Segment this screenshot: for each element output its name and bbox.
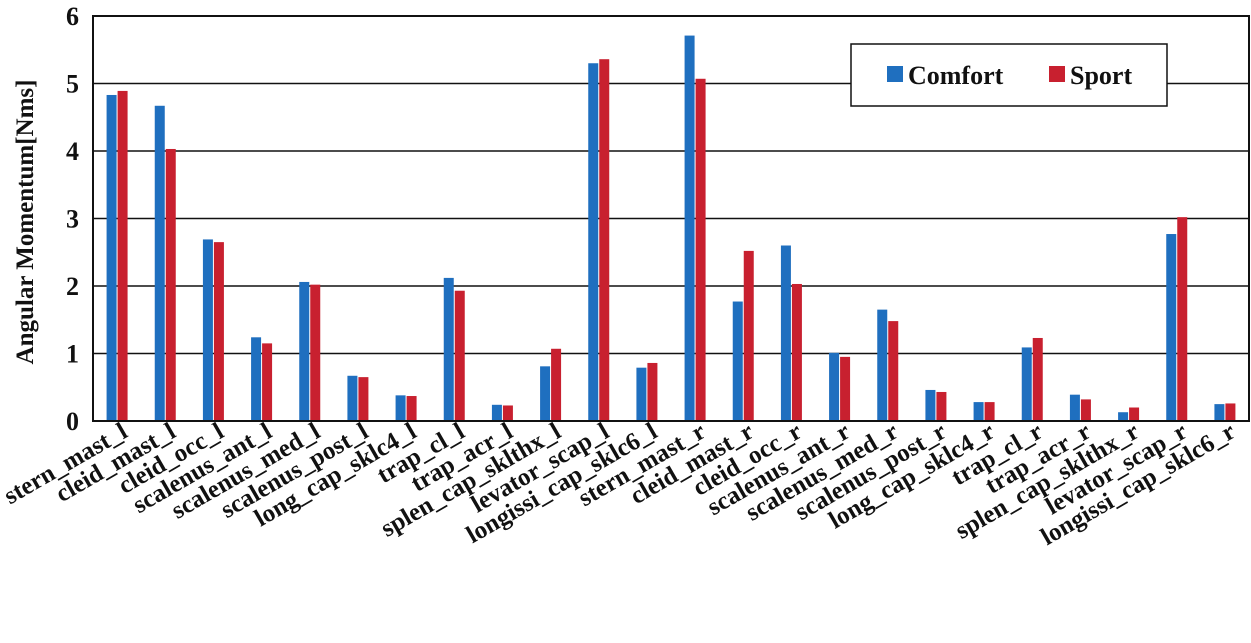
- bar-comfort-splen-cap-sklthx-r: [1118, 412, 1129, 421]
- y-tick-label: 4: [66, 137, 79, 166]
- y-axis-ticks: 0 1 2 3 4 5 6: [66, 2, 79, 436]
- bar-comfort-trap-cl-r: [1021, 347, 1032, 421]
- bar-sport-scalenus-ant-r: [840, 356, 851, 421]
- legend-swatch-sport: [1049, 66, 1065, 82]
- bar-comfort-splen-cap-sklthx-l: [540, 366, 551, 421]
- bar-comfort-cleid-mast-l: [154, 105, 165, 422]
- bar-comfort-scalenus-med-l: [299, 281, 310, 421]
- y-tick-label: 2: [66, 272, 79, 301]
- bar-sport-stern-mast-r: [695, 78, 706, 422]
- y-tick-label: 5: [66, 70, 79, 99]
- bar-comfort-scalenus-post-l: [347, 375, 358, 421]
- bar-comfort-trap-acr-l: [491, 404, 502, 421]
- bar-comfort-levator-scap-r: [1166, 234, 1177, 421]
- bar-comfort-long-cap-sklc4-l: [395, 395, 406, 421]
- bar-sport-cleid-mast-r: [743, 250, 754, 421]
- bar-comfort-stern-mast-l: [106, 94, 117, 421]
- y-tick-label: 3: [66, 205, 79, 234]
- legend-label-comfort: Comfort: [908, 61, 1004, 90]
- bar-sport-levator-scap-r: [1177, 217, 1188, 421]
- legend-label-sport: Sport: [1070, 61, 1132, 90]
- bar-sport-scalenus-med-l: [310, 284, 321, 421]
- bar-sport-cleid-mast-l: [165, 148, 176, 421]
- x-axis-ticks: stern_mast_lcleid_mast_lcleid_occ_lscale…: [0, 418, 1240, 551]
- legend-frame: [850, 43, 1168, 107]
- bar-sport-splen-cap-sklthx-l: [551, 348, 562, 421]
- legend-swatch-comfort: [887, 66, 903, 82]
- y-axis-title: Angular Momentum[Nms]: [12, 80, 39, 365]
- bar-comfort-scalenus-post-r: [925, 389, 936, 421]
- bar-sport-scalenus-ant-l: [262, 343, 273, 421]
- gridlines: [93, 82, 1249, 355]
- bar-comfort-stern-mast-r: [684, 35, 695, 421]
- bar-comfort-scalenus-ant-r: [829, 352, 840, 421]
- bar-comfort-cleid-occ-l: [202, 239, 213, 421]
- bar-comfort-levator-scap-l: [588, 63, 599, 421]
- bar-sport-scalenus-post-l: [358, 377, 369, 421]
- plot-area-frame: [92, 15, 1250, 422]
- bar-sport-longissi-cap-sklc6-r: [1225, 403, 1236, 421]
- bar-sport-scalenus-post-r: [936, 391, 947, 421]
- bars: [106, 35, 1236, 422]
- bar-comfort-longissi-cap-sklc6-l: [636, 367, 647, 421]
- bar-sport-cleid-occ-l: [213, 242, 224, 421]
- bar-sport-stern-mast-l: [117, 90, 128, 422]
- bar-comfort-long-cap-sklc4-r: [973, 402, 984, 421]
- bar-sport-splen-cap-sklthx-r: [1129, 407, 1140, 421]
- bar-sport-trap-acr-l: [502, 405, 513, 421]
- bar-sport-long-cap-sklc4-l: [406, 396, 417, 421]
- bar-comfort-trap-cl-l: [443, 277, 454, 421]
- bar-sport-longissi-cap-sklc6-l: [647, 362, 658, 421]
- bar-sport-trap-cl-l: [454, 290, 465, 421]
- legend: Comfort Sport: [850, 43, 1168, 107]
- bar-comfort-trap-acr-r: [1069, 394, 1080, 421]
- bar-comfort-cleid-mast-r: [732, 301, 743, 421]
- bar-comfort-scalenus-med-r: [877, 309, 888, 421]
- y-tick-label: 0: [66, 407, 79, 436]
- bar-sport-trap-cl-r: [1032, 337, 1043, 421]
- bar-sport-scalenus-med-r: [888, 321, 899, 421]
- bar-comfort-longissi-cap-sklc6-r: [1214, 404, 1225, 421]
- bar-sport-cleid-occ-r: [791, 283, 802, 421]
- y-tick-label: 6: [66, 2, 79, 31]
- y-tick-label: 1: [66, 340, 79, 369]
- bar-comfort-cleid-occ-r: [780, 245, 791, 421]
- bar-sport-long-cap-sklc4-r: [984, 402, 995, 421]
- bar-comfort-scalenus-ant-l: [251, 337, 262, 421]
- bar-sport-trap-acr-r: [1080, 399, 1091, 421]
- bar-sport-levator-scap-l: [599, 59, 610, 421]
